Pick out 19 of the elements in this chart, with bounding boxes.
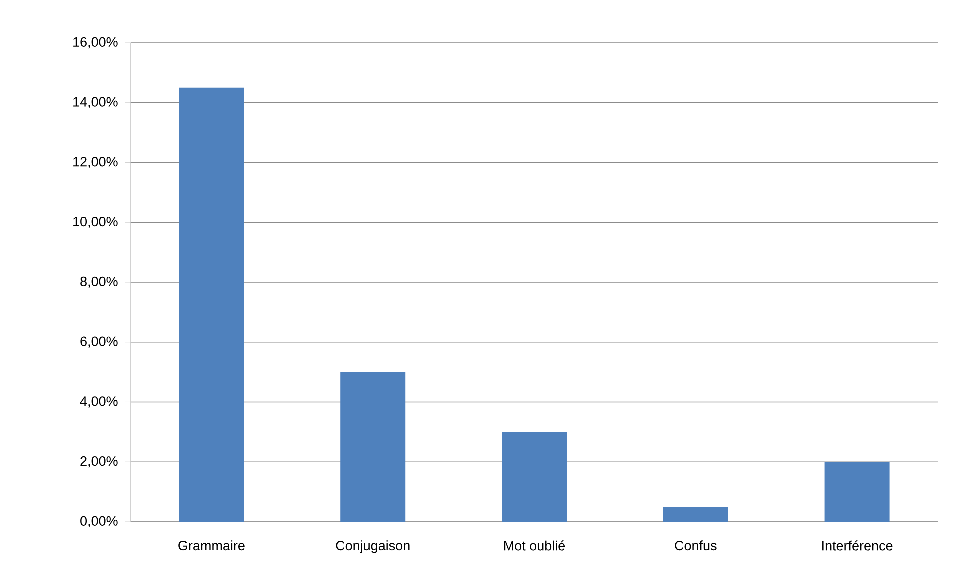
bar <box>824 462 890 522</box>
y-tick-label: 0,00% <box>80 516 118 528</box>
bar <box>179 88 244 522</box>
bar <box>340 372 406 522</box>
y-tick-label: 4,00% <box>80 396 118 408</box>
bar <box>663 507 728 522</box>
x-tick-label: Mot oublié <box>504 540 566 551</box>
bar <box>502 432 567 522</box>
y-tick-label: 12,00% <box>74 157 118 168</box>
y-tick-label: 6,00% <box>80 336 118 348</box>
y-tick-label: 14,00% <box>74 97 118 108</box>
x-tick-label: Interférence <box>822 540 893 551</box>
y-tick-label: 10,00% <box>74 217 118 228</box>
x-tick-label: Confus <box>675 540 717 551</box>
y-tick-label: 8,00% <box>80 276 118 288</box>
x-tick-label: Conjugaison <box>336 540 410 554</box>
y-tick-label: 16,00% <box>74 37 118 49</box>
x-tick-label: Grammaire <box>178 540 245 551</box>
y-tick-label: 2,00% <box>80 456 118 468</box>
